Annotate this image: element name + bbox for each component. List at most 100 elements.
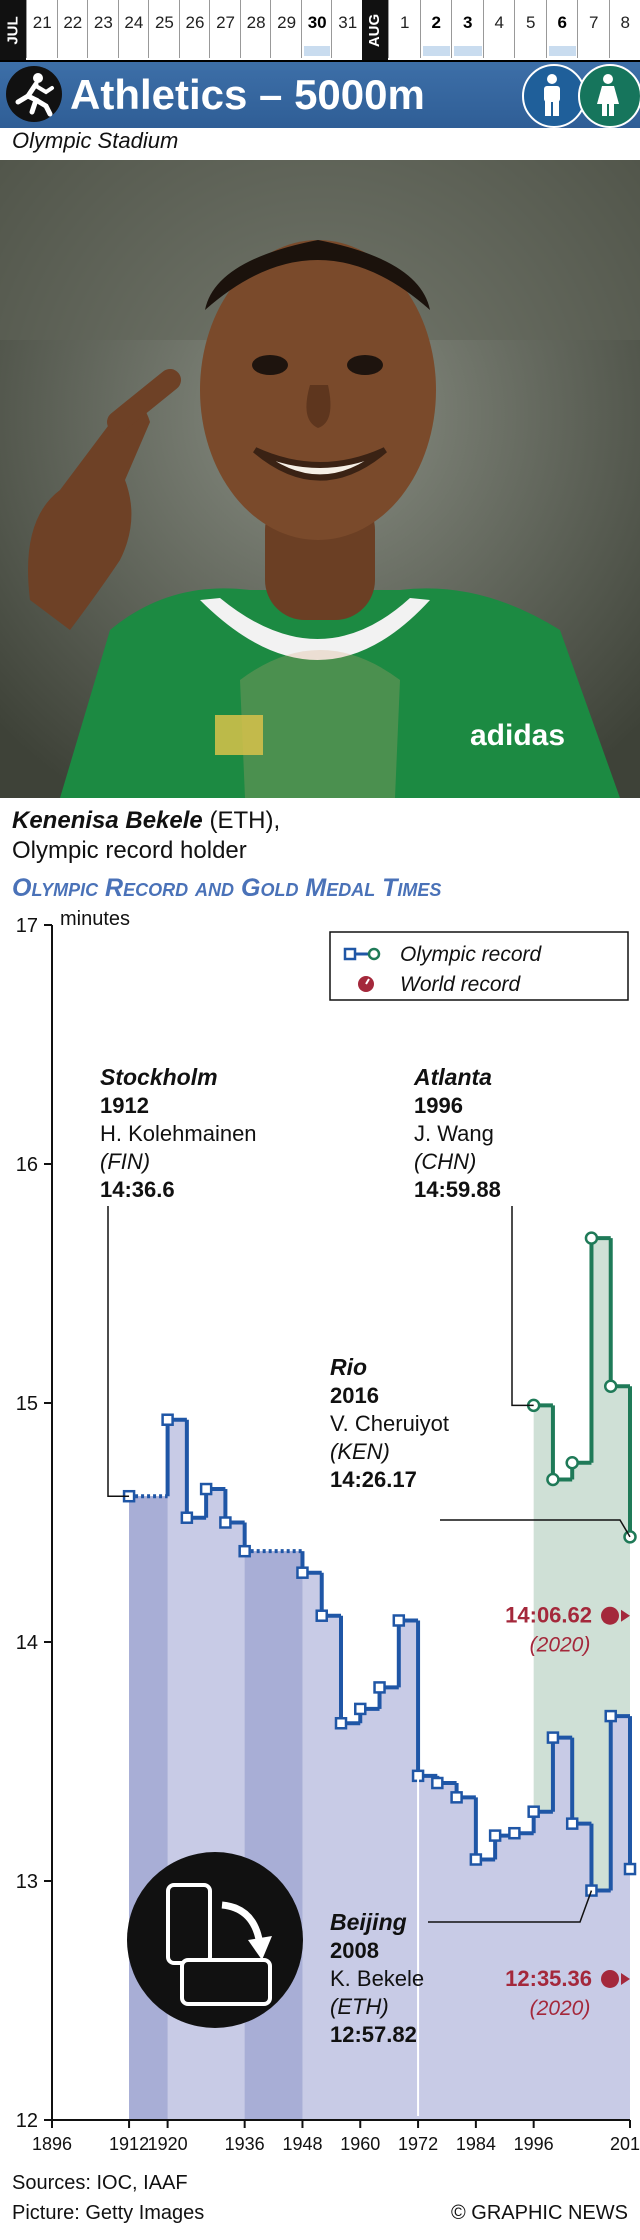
legend-world-record: World record bbox=[400, 973, 522, 996]
x-tick-label-1912: 1912 bbox=[109, 2134, 149, 2154]
x-tick-label-1984: 1984 bbox=[456, 2134, 496, 2154]
caption-role: Olympic record holder bbox=[12, 837, 247, 864]
calendar-day-aug-5: 5 bbox=[514, 0, 547, 58]
mens-point-2016 bbox=[623, 1862, 637, 1876]
calendar-day-jul-25: 25 bbox=[148, 0, 180, 58]
y-tick-label-12: 12 bbox=[16, 2110, 38, 2132]
annotation-athlete-2: V. Cheruiyot bbox=[330, 1411, 449, 1436]
x-tick-label-1972: 1972 bbox=[398, 2134, 438, 2154]
calendar-day-aug-1: 1 bbox=[388, 0, 421, 58]
annotation-city-0: Stockholm bbox=[100, 1064, 218, 1090]
womens-area-fill bbox=[533, 1238, 630, 1891]
copyright-credit: © GRAPHIC NEWS bbox=[451, 2202, 628, 2224]
annotation-country-2: (KEN) bbox=[330, 1439, 390, 1464]
woman-icon[interactable] bbox=[578, 64, 640, 128]
picture-credit: Picture: Getty Images bbox=[12, 2202, 205, 2224]
month-tag-aug: AUG bbox=[362, 0, 388, 60]
legend-olympic-record: Olympic record bbox=[400, 943, 543, 966]
mens-point-2004 bbox=[565, 1817, 579, 1830]
annotation-city-3: Beijing bbox=[330, 1909, 407, 1935]
x-tick-label-2016: 2016 bbox=[610, 2134, 640, 2154]
legend-stopwatch-hand bbox=[365, 978, 370, 985]
venue-label: Olympic Stadium bbox=[12, 128, 179, 153]
annotation-leader-3 bbox=[428, 1890, 593, 1923]
womens-point-2008 bbox=[584, 1231, 599, 1245]
calendar-day-jul-23: 23 bbox=[87, 0, 119, 58]
chart-title: Olympic Record and Gold Medal Times bbox=[12, 874, 442, 902]
calendar-day-jul-28: 28 bbox=[239, 0, 272, 58]
shaded-band-1 bbox=[244, 1551, 303, 2120]
y-axis-label: minutes bbox=[60, 908, 130, 930]
mens-point-1956 bbox=[334, 1717, 348, 1730]
x-tick-label-1960: 1960 bbox=[340, 2134, 380, 2154]
shaded-band-0 bbox=[129, 1496, 168, 2120]
calendar-day-aug-8: 8 bbox=[608, 0, 640, 58]
calendar-day-jul-30: 30 bbox=[300, 0, 333, 58]
x-tick-label-1948: 1948 bbox=[282, 2134, 322, 2154]
mens-point-1992 bbox=[508, 1826, 521, 1840]
photo-caption: Kenenisa Bekele (ETH), bbox=[12, 806, 280, 836]
running-athlete-icon bbox=[6, 66, 62, 122]
world-record-year-1: (2020) bbox=[530, 1997, 591, 2020]
annotation-country-3: (ETH) bbox=[330, 1994, 389, 2019]
calendar-day-jul-24: 24 bbox=[117, 0, 150, 58]
annotation-city-2: Rio bbox=[330, 1354, 367, 1380]
womens-point-2012 bbox=[603, 1379, 618, 1394]
annotation-athlete-3: K. Bekele bbox=[330, 1966, 424, 1991]
annotation-year-0: 1912 bbox=[100, 1093, 149, 1118]
mens-point-2012 bbox=[604, 1709, 617, 1723]
y-tick-label-15: 15 bbox=[16, 1393, 38, 1415]
caption-athlete-name: Kenenisa Bekele bbox=[12, 807, 203, 834]
calendar-day-jul-22: 22 bbox=[56, 0, 89, 58]
mens-point-2000 bbox=[546, 1731, 560, 1744]
x-tick-label-1936: 1936 bbox=[225, 2134, 265, 2154]
world-record-year-0: (2020) bbox=[530, 1634, 591, 1657]
world-record-pointer-1 bbox=[621, 1972, 630, 1985]
mens-point-1988 bbox=[488, 1829, 502, 1842]
title-bar: Athletics – 5000m bbox=[0, 62, 640, 128]
annotation-time-1: 14:59.88 bbox=[414, 1177, 501, 1202]
rotate-arrowhead bbox=[248, 1936, 272, 1960]
mens-point-1920 bbox=[161, 1413, 174, 1426]
annotation-time-2: 14:26.17 bbox=[330, 1467, 417, 1492]
sources-text: Sources: IOC, IAAF bbox=[12, 2172, 188, 2194]
man-icon[interactable] bbox=[522, 64, 586, 128]
legend-circle-marker bbox=[367, 947, 381, 961]
calendar-day-aug-3: 3 bbox=[451, 0, 484, 58]
mens-point-1928 bbox=[199, 1482, 213, 1496]
world-record-time-0: 14:06.62 bbox=[505, 1603, 592, 1628]
annotation-year-1: 1996 bbox=[414, 1093, 463, 1118]
mens-point-1980 bbox=[450, 1791, 463, 1804]
calendar-day-aug-7: 7 bbox=[577, 0, 610, 58]
calendar-day-aug-2: 2 bbox=[419, 0, 453, 58]
calendar-day-aug-4: 4 bbox=[482, 0, 516, 58]
annotation-athlete-1: J. Wang bbox=[414, 1121, 494, 1146]
rotate-phone-portrait bbox=[166, 1883, 212, 1965]
annotation-time-3: 12:57.82 bbox=[330, 2022, 417, 2047]
x-tick-label-1996: 1996 bbox=[514, 2134, 554, 2154]
annotation-athlete-0: H. Kolehmainen bbox=[100, 1121, 257, 1146]
world-record-stopwatch-icon-1 bbox=[601, 1969, 619, 1988]
mens-point-1948 bbox=[296, 1566, 309, 1579]
annotation-country-1: (CHN) bbox=[414, 1149, 476, 1174]
athlete-photo: adidas bbox=[0, 160, 640, 798]
womens-point-2004 bbox=[565, 1456, 579, 1470]
world-record-time-1: 12:35.36 bbox=[505, 1966, 592, 1991]
womens-point-2016 bbox=[623, 1530, 637, 1544]
vest-brand-print: adidas bbox=[470, 719, 565, 752]
x-tick-label-1920: 1920 bbox=[148, 2134, 188, 2154]
womens-point-2000 bbox=[546, 1472, 560, 1487]
annotation-country-0: (FIN) bbox=[100, 1149, 150, 1174]
y-tick-label-14: 14 bbox=[16, 1632, 38, 1654]
calendar-day-jul-29: 29 bbox=[270, 0, 302, 58]
caption-country: (ETH), bbox=[209, 807, 281, 834]
month-tag-jul: JUL bbox=[0, 0, 26, 60]
mens-point-1924 bbox=[180, 1511, 194, 1524]
mens-point-1996 bbox=[527, 1805, 540, 1818]
page-title: Athletics – 5000m bbox=[70, 71, 425, 118]
mens-point-1936 bbox=[238, 1544, 251, 1558]
annotation-year-2: 2016 bbox=[330, 1383, 379, 1408]
annotation-leader-1 bbox=[511, 1206, 534, 1407]
calendar-day-jul-27: 27 bbox=[209, 0, 241, 58]
